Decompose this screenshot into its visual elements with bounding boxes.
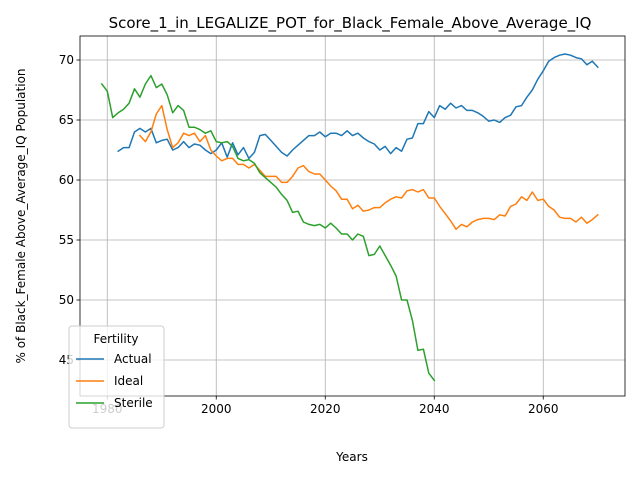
legend-items: Actual Ideal Sterile (76, 352, 153, 410)
legend-label-actual: Actual (114, 352, 152, 366)
legend: Fertility Actual Ideal Sterile (68, 325, 165, 429)
y-tick-label: 60 (59, 173, 74, 187)
chart-title: Score_1_in_LEGALIZE_POT_for_Black_Female… (109, 14, 592, 33)
x-tick-label: 2000 (201, 402, 232, 416)
legend-label-sterile: Sterile (114, 396, 153, 410)
x-axis-label: Years (335, 450, 368, 464)
x-tick-label: 2020 (310, 402, 341, 416)
series-line-actual (117, 53, 599, 160)
series-layer (100, 53, 599, 382)
series-line-sterile (100, 74, 436, 382)
legend-title: Fertility (93, 332, 138, 346)
series-line-ideal (138, 104, 599, 230)
x-tick-label: 2040 (419, 402, 450, 416)
y-axis-label: % of Black_Female Above_Average_IQ Popul… (14, 68, 28, 363)
y-tick-label: 50 (59, 293, 74, 307)
y-tick-label: 65 (59, 113, 74, 127)
y-tick-label: 70 (59, 53, 74, 67)
grid-lines (80, 36, 625, 396)
plot-frame (79, 35, 626, 397)
y-tick-label: 55 (59, 233, 74, 247)
legend-label-ideal: Ideal (114, 374, 143, 388)
x-tick-label: 2060 (528, 402, 559, 416)
